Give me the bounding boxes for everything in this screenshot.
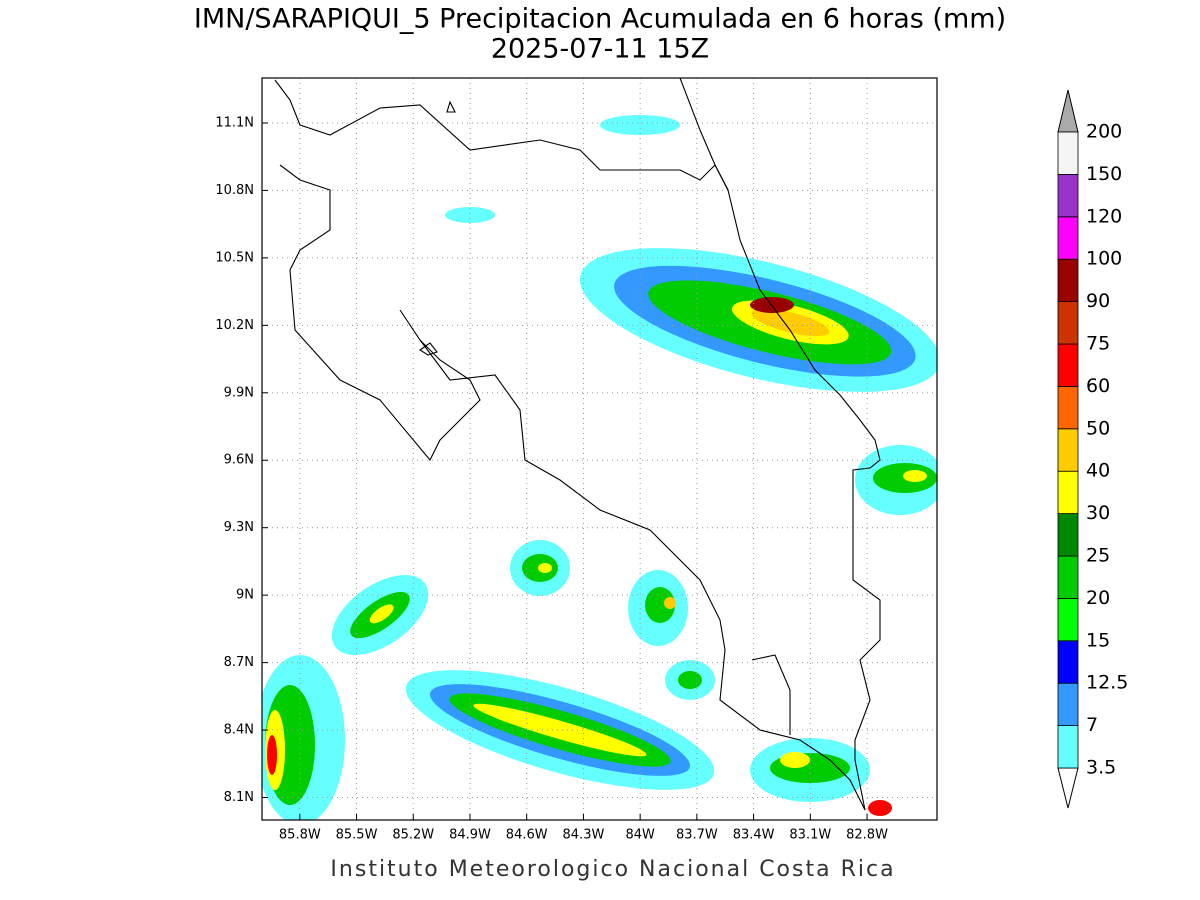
colorbar-label: 25 [1086, 545, 1110, 567]
colorbar-box [1057, 216, 1079, 260]
colorbar-box [1057, 385, 1079, 430]
colorbar-label: 90 [1086, 290, 1110, 312]
colorbar-box [1057, 725, 1079, 769]
colorbar-label: 200 [1086, 121, 1122, 143]
footer: Instituto Meteorologico Nacional Costa R… [330, 857, 895, 882]
y-tick-label: 8.7N [224, 655, 254, 670]
colorbar-box [1057, 258, 1079, 303]
x-tick-label: 82.8W [846, 828, 888, 843]
graticule: 85.8W 85.5W 85.2W 84.9W 84.6W 84.3W 84W 83.7W 83… [215, 78, 937, 843]
x-tick-label: 83.1W [789, 828, 831, 843]
colorbar-box [1057, 682, 1079, 727]
colorbar-box [1057, 555, 1079, 599]
x-tick-label: 85.5W [336, 828, 378, 843]
colorbar-over [1057, 89, 1079, 133]
y-tick-label: 9.6N [224, 453, 254, 468]
y-tick-label: 10.8N [215, 183, 254, 198]
coastlines [274, 78, 881, 811]
x-tick-label: 85.2W [392, 828, 434, 843]
colorbar-box [1057, 640, 1079, 684]
x-tick-label: 83.4W [733, 828, 775, 843]
y-tick-label: 9.9N [224, 385, 254, 400]
colorbar-box [1057, 131, 1079, 175]
colorbar-label: 150 [1086, 163, 1122, 185]
colorbar-box [1057, 173, 1079, 218]
colorbar-box [1057, 428, 1079, 472]
y-tick-label: 11.1N [215, 115, 254, 130]
colorbar-label: 20 [1086, 587, 1110, 609]
x-tick-label: 85.8W [279, 828, 321, 843]
x-tick-label: 84.6W [506, 828, 548, 843]
y-tick-label: 8.1N [224, 790, 254, 805]
colorbar-under [1057, 767, 1079, 809]
colorbar-label: 15 [1086, 629, 1110, 651]
y-tick-label: 9.3N [224, 520, 254, 535]
colorbar-label: 3.5 [1086, 757, 1116, 779]
y-tick-label: 10.5N [215, 250, 254, 265]
colorbar-box [1057, 598, 1079, 642]
colorbar-box [1057, 513, 1079, 557]
colorbar-box [1057, 301, 1079, 345]
colorbar-label: 30 [1086, 502, 1110, 524]
colorbar-label: 40 [1086, 460, 1110, 482]
x-tick-label: 83.7W [676, 828, 718, 843]
colorbar: 3.5 7 12.5 15 20 25 30 40 50 60 75 90 100 120 150 200 [1057, 89, 1128, 809]
x-tick-label: 84.9W [449, 828, 491, 843]
y-tick-label: 10.2N [215, 318, 254, 333]
x-tick-label: 84W [625, 828, 655, 843]
colorbar-label: 60 [1086, 375, 1110, 397]
colorbar-label: 75 [1086, 333, 1110, 355]
colorbar-box [1057, 343, 1079, 387]
colorbar-label: 120 [1086, 205, 1122, 227]
x-tick-label: 84.3W [563, 828, 605, 843]
y-tick-label: 9N [236, 588, 254, 603]
colorbar-label: 50 [1086, 417, 1110, 439]
colorbar-label: 7 [1086, 714, 1098, 736]
y-tick-label: 8.4N [224, 723, 254, 738]
colorbar-label: 12.5 [1086, 672, 1128, 694]
subtitle: 2025-07-11 15Z [491, 34, 709, 65]
colorbar-box [1057, 470, 1079, 515]
colorbar-label: 100 [1086, 248, 1122, 270]
title: IMN/SARAPIQUI_5 Precipitacion Acumulada … [194, 4, 1006, 35]
map-frame [261, 77, 938, 821]
precip-field [262, 115, 937, 820]
